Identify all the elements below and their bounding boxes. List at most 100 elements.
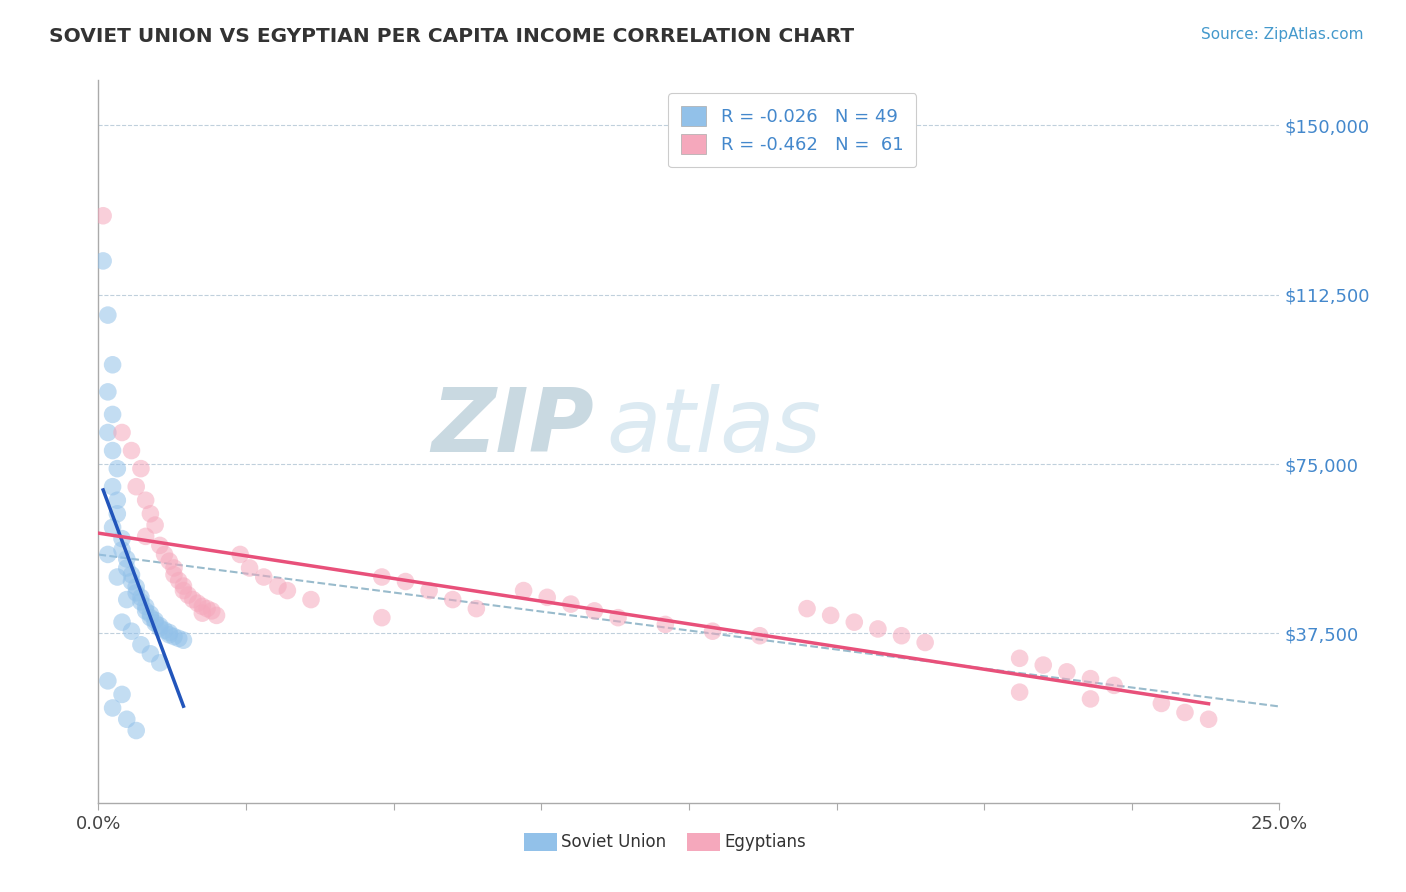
Point [914, 635, 936, 649]
Point [97, 384, 120, 399]
Point [181, 592, 204, 607]
Point [163, 561, 186, 575]
Point [201, 604, 224, 618]
Point [191, 606, 214, 620]
Point [1198, 712, 1220, 726]
Point [149, 656, 172, 670]
Point [163, 567, 186, 582]
Text: atlas: atlas [606, 384, 821, 470]
Point [135, 529, 157, 543]
Point [101, 358, 124, 372]
Point [371, 570, 394, 584]
Point [253, 570, 276, 584]
Point [97, 548, 120, 562]
Point [583, 604, 606, 618]
Point [157, 554, 180, 568]
Point [143, 613, 166, 627]
Point [129, 595, 152, 609]
Point [748, 629, 770, 643]
Point [121, 574, 143, 589]
Point [111, 615, 134, 630]
Point [143, 616, 166, 631]
Point [1150, 697, 1173, 711]
Point [105, 570, 128, 584]
Point [172, 633, 194, 648]
Point [157, 628, 180, 642]
Point [135, 599, 157, 614]
Legend: R = -0.026   N = 49, R = -0.462   N =  61: R = -0.026 N = 49, R = -0.462 N = 61 [668, 93, 917, 167]
Point [465, 601, 488, 615]
Point [191, 599, 214, 614]
Point [157, 625, 180, 640]
Point [125, 580, 148, 594]
Point [101, 701, 124, 715]
Point [371, 610, 394, 624]
Point [111, 542, 134, 557]
Point [115, 592, 138, 607]
Point [139, 507, 162, 521]
Point [115, 552, 138, 566]
Point [276, 583, 298, 598]
Point [1032, 658, 1054, 673]
Point [866, 622, 889, 636]
Point [101, 480, 124, 494]
Point [105, 493, 128, 508]
Point [129, 591, 152, 605]
Point [135, 604, 157, 618]
Point [125, 723, 148, 738]
Point [135, 493, 157, 508]
Point [177, 588, 200, 602]
Point [299, 592, 322, 607]
Point [129, 461, 152, 475]
Point [125, 480, 148, 494]
Text: Source: ZipAtlas.com: Source: ZipAtlas.com [1201, 27, 1364, 42]
Point [101, 443, 124, 458]
Point [153, 548, 176, 562]
Point [890, 629, 912, 643]
Point [125, 586, 148, 600]
Point [441, 592, 464, 607]
Point [97, 308, 120, 322]
Point [1008, 685, 1031, 699]
Point [1080, 672, 1102, 686]
Point [149, 538, 172, 552]
Point [139, 607, 162, 621]
Point [205, 608, 228, 623]
Point [121, 443, 143, 458]
Point [163, 630, 186, 644]
Point [702, 624, 724, 639]
Point [149, 619, 172, 633]
Point [105, 507, 128, 521]
Point [187, 596, 209, 610]
Point [115, 712, 138, 726]
Point [97, 425, 120, 440]
Point [101, 408, 124, 422]
Point [91, 253, 114, 268]
Point [820, 608, 842, 623]
Text: Soviet Union: Soviet Union [561, 833, 666, 851]
Point [97, 673, 120, 688]
Point [239, 561, 262, 575]
Point [129, 638, 152, 652]
Point [139, 610, 162, 624]
FancyBboxPatch shape [686, 833, 720, 851]
Point [91, 209, 114, 223]
Point [1008, 651, 1031, 665]
Point [844, 615, 866, 630]
FancyBboxPatch shape [523, 833, 557, 851]
Point [195, 601, 218, 615]
Point [111, 425, 134, 440]
Point [418, 583, 440, 598]
Text: ZIP: ZIP [432, 384, 595, 471]
Point [111, 687, 134, 701]
Point [1102, 678, 1125, 692]
Point [267, 579, 290, 593]
Point [512, 583, 534, 598]
Point [121, 567, 143, 582]
Point [167, 632, 190, 646]
Point [167, 574, 190, 588]
Point [229, 548, 252, 562]
Point [1174, 706, 1197, 720]
Text: SOVIET UNION VS EGYPTIAN PER CAPITA INCOME CORRELATION CHART: SOVIET UNION VS EGYPTIAN PER CAPITA INCO… [49, 27, 855, 45]
Point [139, 647, 162, 661]
